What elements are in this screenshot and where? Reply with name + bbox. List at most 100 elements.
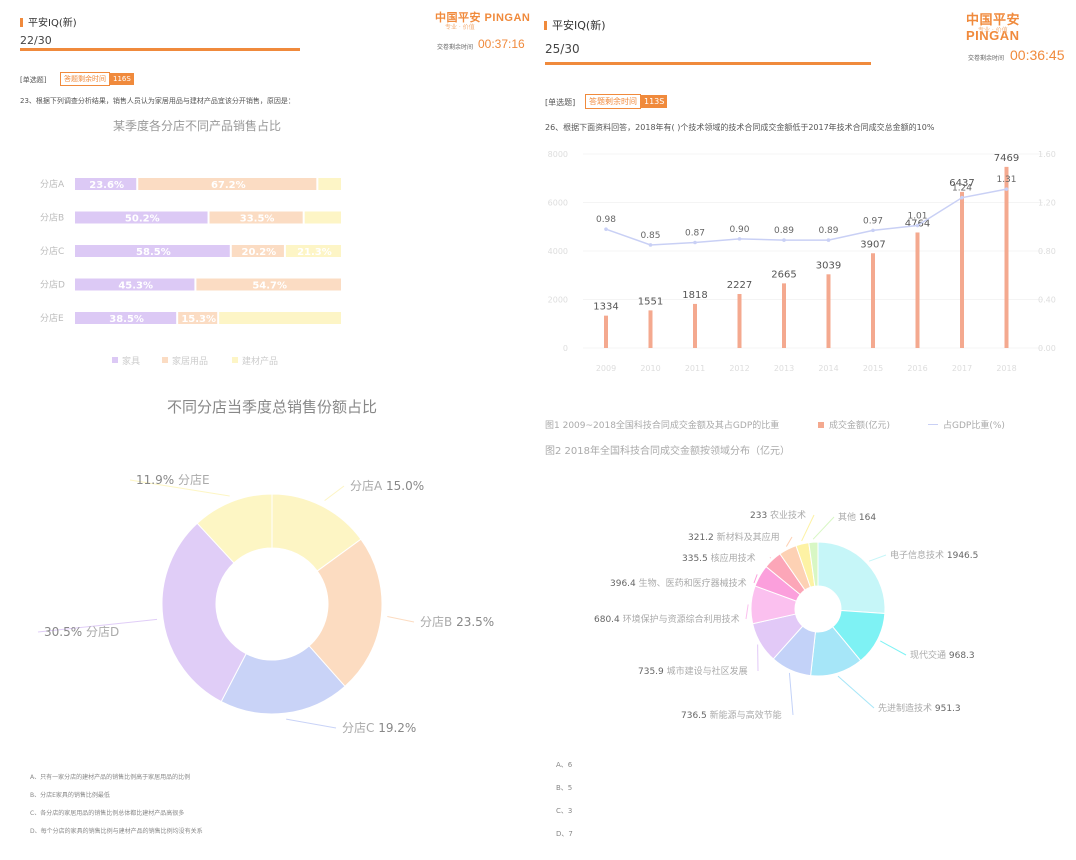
line-point — [960, 195, 964, 200]
figure2-caption: 图2 2018年全国科技合同成交金额按领域分布（亿元） — [545, 446, 790, 457]
category-label: 分店A — [40, 178, 65, 190]
slice-value: 233 — [750, 511, 770, 521]
x-tick-label: 2018 — [996, 364, 1016, 373]
answer-option-A[interactable]: A、只有一家分店的建材产品的销售比例高于家居用品的比例 — [30, 774, 191, 781]
legend-line-label: 占GDP比重(%) — [943, 421, 1005, 431]
answer-option-B[interactable]: B、分店E家具的销售比例最低 — [30, 792, 110, 799]
left-question-panel: 平安IQ(新) 中国平安 PINGAN 专业 · 价值 22/30 交卷剩余时间… — [20, 12, 530, 835]
bar-value-label: 1551 — [638, 296, 663, 307]
slice-name: 城市建设与社区发展 — [667, 665, 748, 677]
slice-label: 分店A 15.0% — [350, 479, 424, 493]
question-progress: 22/30 — [20, 34, 52, 47]
chart-title: 某季度各分店不同产品销售占比 — [113, 118, 281, 133]
donut-chart: 电子信息技术 1946.5 现代交通 968.3 先进制造技术 951.3 736.5… — [594, 509, 978, 721]
x-tick-label: 2012 — [729, 364, 749, 373]
bar-segment — [178, 312, 218, 324]
leader-line — [788, 672, 794, 716]
bar-segment — [304, 211, 341, 224]
answer-option-D[interactable]: D、7 — [556, 830, 573, 838]
bar-value-label: 2227 — [727, 280, 752, 291]
bar — [737, 293, 742, 348]
line-value-label: 0.85 — [640, 231, 660, 241]
slice-value: 951.3 — [935, 704, 961, 714]
bar-segment — [138, 178, 317, 190]
slice-value: 968.3 — [949, 651, 975, 661]
answer-option-B[interactable]: B、5 — [556, 784, 573, 792]
category-label: 分店D — [40, 279, 65, 291]
slice-name: 农业技术 — [770, 509, 806, 521]
y-right-tick: 1.20 — [1038, 199, 1056, 208]
legend-line: 占GDP比重(%) — [928, 418, 1005, 431]
answer-option-C[interactable]: C、3 — [556, 807, 573, 815]
bar-segment — [75, 278, 195, 291]
slice-label: 分店C 19.2% — [342, 721, 416, 735]
slice-value: 335.5 — [682, 554, 711, 564]
slice-name: 新材料及其应用 — [717, 531, 780, 543]
answer-option-C[interactable]: C、各分店的家居用品的销售比例总体都比建材产品高很多 — [30, 810, 185, 817]
question-type: [单选题] — [20, 76, 47, 84]
y-left-tick: 4000 — [548, 247, 568, 256]
bar — [960, 191, 964, 348]
bar-segment — [196, 278, 341, 291]
brand-slogan: 专业 · 价值 — [445, 24, 475, 31]
legend-swatch — [112, 357, 118, 363]
slice-value: 321.2 — [688, 533, 717, 543]
progress-bar — [545, 62, 871, 65]
answer-timer-badge: 答题剩余时间 113S — [585, 94, 668, 109]
app-title-text: 平安IQ(新) — [552, 19, 606, 32]
slice-name: 分店E — [178, 473, 210, 487]
slice-name: 环境保护与资源综合利用技术 — [623, 613, 740, 625]
bar-segment — [219, 312, 341, 324]
bar-value-label: 7469 — [994, 153, 1019, 164]
slice-name: 生物、医药和医疗器械技术 — [639, 577, 747, 589]
bar-value-label: 20.2% — [241, 247, 276, 258]
bar-value-label: 54.7% — [252, 281, 287, 292]
slice-label: 分店B 23.5% — [420, 615, 494, 629]
y-right-tick: 0.00 — [1038, 344, 1056, 353]
pingan-logo: 中国平安 PINGAN — [966, 12, 1021, 43]
bar-segment — [75, 245, 230, 257]
right-question-panel: 平安IQ(新) 中国平安 PINGAN 专业 · 价值 25/30 交卷剩余时间… — [538, 0, 1076, 860]
bar — [1004, 166, 1009, 348]
y-left-tick: 2000 — [548, 296, 568, 305]
y-left-tick: 0 — [563, 344, 568, 353]
line-point — [604, 227, 608, 231]
app-title: 平安IQ(新) — [544, 17, 606, 33]
leader-line — [880, 640, 907, 656]
bar-value-label: 1818 — [682, 290, 707, 301]
bar-segment — [231, 245, 284, 257]
slice-name: 分店A — [350, 479, 386, 493]
slice-name: 新能源与高效节能 — [710, 709, 782, 721]
slice-label: 11.9% 分店E — [136, 473, 210, 487]
legend-swatch — [162, 357, 168, 363]
bar-value-label: 2665 — [771, 269, 796, 280]
y-left-tick: 8000 — [548, 150, 568, 159]
line-point — [782, 238, 786, 242]
figure1-caption: 图1 2009~2018全国科技合同成交金额及其占GDP的比重 — [545, 421, 780, 431]
line-point — [693, 240, 697, 245]
answer-option-A[interactable]: A、6 — [556, 761, 573, 769]
bar-value-label: 3039 — [816, 260, 841, 271]
slice-name: 分店B — [420, 615, 456, 629]
line-value-label: 1.24 — [952, 184, 972, 194]
legend-label: 建材产品 — [242, 355, 278, 367]
legend-swatch — [232, 357, 238, 363]
slice-percent: 30.5% — [44, 625, 86, 639]
bar-value-label: 3907 — [860, 239, 885, 250]
bar-segment — [285, 245, 341, 257]
line-point — [915, 223, 920, 228]
timer-label: 交卷剩余时间 — [437, 44, 474, 51]
answer-option-D[interactable]: D、每个分店的家具的销售比例与建材产品的销售比例均没有关系 — [30, 828, 203, 835]
bar — [915, 232, 920, 348]
slice-value: 735.9 — [638, 667, 667, 677]
bar — [604, 315, 608, 348]
bar-value-label: 67.2% — [211, 180, 246, 191]
donut-slice — [196, 493, 273, 564]
slice-percent: 19.2% — [378, 721, 416, 735]
bar-value-label: 15.3% — [181, 314, 216, 325]
donut-slice — [808, 541, 819, 587]
x-tick-label: 2013 — [774, 364, 794, 373]
leader-line — [37, 618, 158, 633]
bar — [871, 253, 875, 348]
